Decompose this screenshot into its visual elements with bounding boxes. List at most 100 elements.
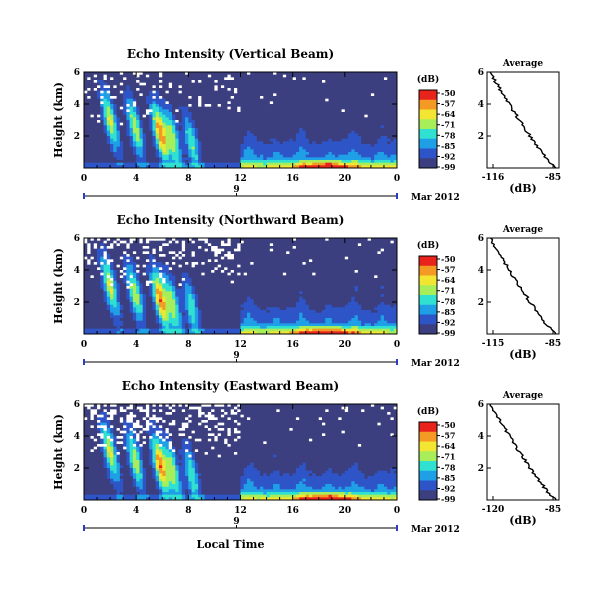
heatmap-cell <box>276 136 281 140</box>
heatmap-cell <box>390 82 395 86</box>
heatmap-cell <box>106 141 111 145</box>
heatmap-cell <box>201 267 206 271</box>
heatmap-cell <box>211 146 215 150</box>
heatmap-cell <box>110 152 114 156</box>
heatmap-cell <box>279 120 284 124</box>
heatmap-cell <box>348 154 352 158</box>
heatmap-cell <box>260 77 264 81</box>
heatmap-cell <box>204 117 209 121</box>
heatmap-cell <box>198 85 202 89</box>
heatmap-cell <box>129 160 134 164</box>
heatmap-cell <box>354 152 359 156</box>
heatmap-cell <box>204 133 209 137</box>
heatmap-cell <box>338 88 342 92</box>
heatmap-cell <box>165 160 170 164</box>
heatmap-cell <box>250 117 254 121</box>
heatmap-cell <box>158 264 163 268</box>
heatmap-cell <box>97 248 101 252</box>
heatmap-cell <box>191 165 196 169</box>
heatmap-cell <box>390 109 395 113</box>
heatmap-cell <box>145 138 150 142</box>
heatmap-cell <box>351 165 356 169</box>
heatmap-cell <box>119 130 124 134</box>
heatmap-cell <box>364 93 369 97</box>
heatmap-cell <box>383 117 388 121</box>
heatmap-cell <box>276 165 281 169</box>
heatmap-cell <box>201 251 206 255</box>
heatmap-cell <box>247 125 251 129</box>
heatmap-cell <box>181 114 186 118</box>
heatmap-cell <box>250 154 254 158</box>
heatmap-cell <box>136 326 140 330</box>
heatmap-cell <box>263 88 267 92</box>
heatmap-cell <box>188 278 192 282</box>
heatmap-cell <box>198 74 202 78</box>
heatmap-cell <box>364 80 369 84</box>
heatmap-cell <box>256 136 261 140</box>
heatmap-cell <box>139 304 144 308</box>
heatmap-cell <box>113 267 117 271</box>
heatmap-cell <box>211 90 215 94</box>
heatmap-cell <box>191 286 196 290</box>
heatmap-cell <box>97 278 101 282</box>
heatmap-cell <box>168 310 173 314</box>
heatmap-cell <box>106 109 111 113</box>
heatmap-cell <box>374 77 378 81</box>
heatmap-cell <box>110 88 114 92</box>
heatmap-cell <box>126 272 131 276</box>
heatmap-cell <box>344 160 349 164</box>
heatmap-cell <box>126 243 131 247</box>
date-label: Mar 2012 <box>411 193 460 203</box>
heatmap-cell <box>90 117 95 121</box>
heatmap-cell <box>315 162 320 166</box>
heatmap-cell <box>201 122 206 126</box>
heatmap-cell <box>220 130 225 134</box>
heatmap-cell <box>243 130 248 134</box>
heatmap-cell <box>145 320 150 324</box>
heatmap-cell <box>207 246 212 250</box>
heatmap-cell <box>204 106 209 110</box>
heatmap-cell <box>312 88 316 92</box>
heatmap-cell <box>168 326 173 330</box>
heatmap-cell <box>370 133 375 137</box>
heatmap-cell <box>256 125 261 129</box>
heatmap-cell <box>377 125 382 129</box>
heatmap-cell <box>344 112 349 116</box>
heatmap-cell <box>119 328 124 332</box>
heatmap-cell <box>181 160 186 164</box>
heatmap-cell <box>201 288 206 292</box>
heatmap-cell <box>106 157 111 161</box>
heatmap-cell <box>168 125 173 129</box>
heatmap-cell <box>97 286 101 290</box>
heatmap-cell <box>191 149 196 153</box>
heatmap-cell <box>162 149 166 153</box>
heatmap-cell <box>178 254 183 258</box>
heatmap-cell <box>158 326 163 330</box>
heatmap-cell <box>185 323 189 327</box>
heatmap-cell <box>269 154 274 158</box>
heatmap-cell <box>204 128 209 132</box>
heatmap-cell <box>233 90 238 94</box>
heatmap-cell <box>224 154 228 158</box>
heatmap-cell <box>100 149 104 153</box>
heatmap-cell <box>181 136 186 140</box>
heatmap-cell <box>367 128 372 132</box>
heatmap-cell <box>240 82 245 86</box>
heatmap-cell <box>188 326 192 330</box>
heatmap-cell <box>247 133 251 137</box>
heatmap-cell <box>165 72 170 76</box>
heatmap-cell <box>139 128 144 132</box>
heatmap-cell <box>110 125 114 129</box>
heatmap-cell <box>273 133 277 137</box>
heatmap-cell <box>325 74 329 78</box>
heatmap-cell <box>201 270 206 274</box>
heatmap-cell <box>165 117 170 121</box>
heatmap-cell <box>194 283 199 287</box>
heatmap-cell <box>93 331 98 335</box>
heatmap-cell <box>116 304 121 308</box>
heatmap-cell <box>145 264 150 268</box>
heatmap-cell <box>142 323 147 327</box>
heatmap-cell <box>155 93 160 97</box>
heatmap-cell <box>181 272 186 276</box>
heatmap-cell <box>155 248 160 252</box>
